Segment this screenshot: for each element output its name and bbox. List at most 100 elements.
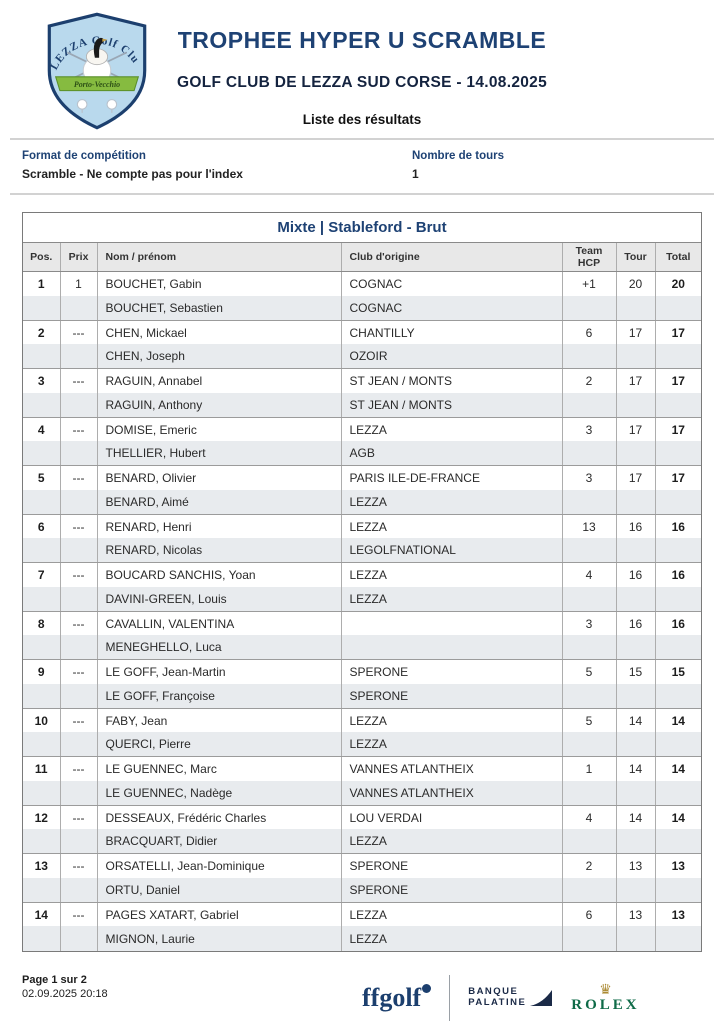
- pos-cell: 2: [37, 325, 45, 340]
- name-cell: BOUCHET, Gabin: [96, 271, 341, 296]
- team-hcp-cell: 6: [561, 320, 616, 345]
- name-cell: LE GOFF, Françoise: [96, 683, 341, 709]
- format-label: Format de compétition: [22, 150, 146, 162]
- table-row: 9 --- LE GOFF, Jean-Martin SPERONE 5 15 15: [23, 659, 701, 684]
- prix-cell: ---: [59, 417, 97, 442]
- prix-cell: [59, 829, 97, 855]
- prix-cell: [59, 586, 97, 612]
- club-cell: [340, 635, 562, 661]
- name-cell: CHEN, Mickael: [96, 320, 341, 345]
- divider-top: [10, 138, 714, 140]
- name-cell: BENARD, Aimé: [96, 489, 341, 515]
- prix-cell: ---: [59, 465, 97, 490]
- rolex-logo-text: ROLEX: [571, 996, 640, 1013]
- tour-cell: [615, 295, 655, 321]
- total-cell: 14: [654, 756, 701, 781]
- tour-cell: 16: [615, 562, 655, 587]
- club-logo: LEZZA Golf Club Porto-Vecchio: [40, 3, 150, 135]
- tour-cell: 14: [615, 708, 655, 733]
- name-cell: PAGES XATART, Gabriel: [96, 902, 341, 927]
- bp-line2: PALATINE: [468, 996, 527, 1008]
- tour-cell: [615, 829, 655, 855]
- total-cell: 20: [654, 271, 701, 296]
- total-cell: 13: [654, 853, 701, 878]
- tour-cell: 17: [615, 320, 655, 345]
- table-row: 8 --- CAVALLIN, VALENTINA 3 16 16: [23, 611, 701, 636]
- name-cell: LE GOFF, Jean-Martin: [96, 659, 341, 684]
- prix-cell: [59, 926, 97, 951]
- pos-cell: 11: [34, 762, 48, 776]
- total-cell: [654, 877, 701, 903]
- prix-cell: [59, 392, 97, 418]
- name-cell: RENARD, Henri: [96, 514, 341, 539]
- total-cell: [654, 344, 701, 370]
- total-cell: 16: [654, 611, 701, 636]
- name-cell: FABY, Jean: [96, 708, 341, 733]
- club-cell: LEZZA: [340, 708, 562, 733]
- pos-cell: [23, 635, 60, 661]
- tour-cell: 16: [615, 514, 655, 539]
- table-row: 6 --- RENARD, Henri LEZZA 13 16 16: [23, 514, 701, 539]
- club-cell: LEZZA: [340, 417, 562, 442]
- table-row: 14 --- PAGES XATART, Gabriel LEZZA 6 13 13: [23, 902, 701, 927]
- club-cell: SPERONE: [340, 853, 562, 878]
- club-cell: LEZZA: [340, 514, 562, 539]
- club-cell: COGNAC: [340, 295, 562, 321]
- team-hcp-cell: 5: [561, 708, 616, 733]
- prix-cell: ---: [59, 514, 97, 539]
- prix-cell: [59, 877, 97, 903]
- tour-cell: [615, 926, 655, 951]
- pos-cell: [23, 829, 60, 855]
- team-hcp-cell: 2: [561, 368, 616, 393]
- name-cell: BRACQUART, Didier: [96, 829, 341, 855]
- name-cell: LE GUENNEC, Nadège: [96, 780, 341, 806]
- table-row: THELLIER, Hubert AGB: [23, 441, 701, 467]
- table-row: MENEGHELLO, Luca: [23, 635, 701, 661]
- club-cell: CHANTILLY: [340, 320, 562, 345]
- prix-cell: ---: [59, 368, 97, 393]
- prix-cell: ---: [59, 562, 97, 587]
- team-hcp-cell: 3: [561, 465, 616, 490]
- ffgolf-logo-text: ffgolf: [362, 982, 422, 1012]
- tour-cell: [615, 441, 655, 467]
- total-cell: [654, 635, 701, 661]
- results-grid: Pos. Prix Nom / prénom Club d'origine Te…: [23, 243, 701, 951]
- prix-cell: ---: [59, 853, 97, 878]
- total-cell: [654, 683, 701, 709]
- name-cell: LE GUENNEC, Marc: [96, 756, 341, 781]
- pos-cell: 5: [37, 471, 45, 485]
- pos-cell: [23, 295, 60, 321]
- ffgolf-logo: ffgolf: [362, 982, 432, 1013]
- pos-cell: [23, 586, 60, 612]
- tour-cell: 15: [615, 659, 655, 684]
- prix-cell: ---: [59, 611, 97, 636]
- prix-cell: ---: [59, 756, 97, 781]
- tour-cell: 20: [615, 271, 655, 296]
- club-cell: LEZZA: [340, 902, 562, 927]
- col-pos: Pos.: [23, 243, 60, 273]
- club-cell: LEZZA: [340, 829, 562, 855]
- name-cell: ORTU, Daniel: [96, 877, 341, 903]
- sponsor-logos: ffgolf BANQUE PALATINE ♛ ROLEX: [362, 972, 640, 1024]
- tour-cell: 17: [615, 465, 655, 490]
- club-cell: VANNES ATLANTHEIX: [340, 756, 562, 781]
- tour-cell: 13: [615, 853, 655, 878]
- table-row: LE GUENNEC, Nadège VANNES ATLANTHEIX: [23, 780, 701, 806]
- total-cell: [654, 732, 701, 758]
- club-cell: [340, 611, 562, 636]
- section-title: Mixte | Stableford - Brut: [23, 213, 701, 243]
- name-cell: DESSEAUX, Frédéric Charles: [96, 805, 341, 830]
- rounds-label: Nombre de tours: [412, 150, 505, 162]
- club-cell: COGNAC: [340, 271, 562, 296]
- table-row: RAGUIN, Anthony ST JEAN / MONTS: [23, 392, 701, 418]
- tour-cell: [615, 877, 655, 903]
- tour-cell: 17: [615, 417, 655, 442]
- col-tour: Tour: [615, 243, 655, 273]
- total-cell: [654, 829, 701, 855]
- table-row: LE GOFF, Françoise SPERONE: [23, 683, 701, 709]
- total-cell: 14: [654, 708, 701, 733]
- tour-cell: [615, 538, 655, 564]
- team-hcp-cell: [561, 441, 616, 467]
- team-hcp-cell: 3: [561, 611, 616, 636]
- format-block: Format de compétition Scramble - Ne comp…: [22, 150, 412, 181]
